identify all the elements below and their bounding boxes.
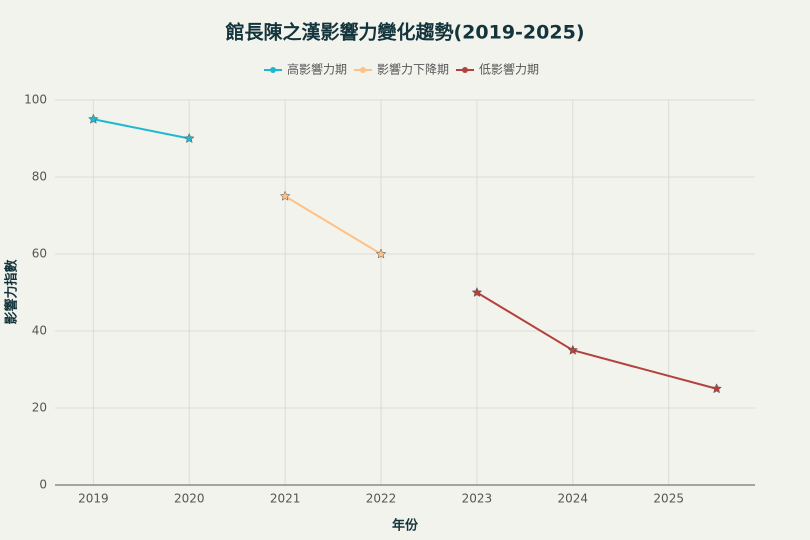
legend-label: 高影響力期 — [287, 62, 347, 77]
point-marker — [567, 344, 579, 355]
x-tick-label: 2024 — [558, 492, 589, 506]
series-line — [476, 291, 717, 390]
legend-marker — [462, 67, 468, 73]
y-tick-label: 0 — [39, 478, 47, 492]
point-marker — [711, 383, 723, 394]
x-tick-label: 2023 — [462, 492, 493, 506]
legend-marker — [360, 67, 366, 73]
x-axis-title: 年份 — [392, 518, 419, 534]
legend-label: 影響力下降期 — [377, 62, 449, 77]
point-marker — [183, 132, 195, 144]
x-tick-label: 2022 — [366, 492, 397, 506]
point-marker — [279, 190, 291, 201]
y-axis-title: 影響力指數 — [4, 259, 20, 324]
y-tick-label: 20 — [32, 401, 47, 415]
series-line — [93, 118, 190, 140]
point-marker — [471, 286, 483, 298]
y-tick-label: 100 — [24, 93, 47, 107]
y-tick-label: 80 — [32, 170, 47, 184]
legend-marker — [270, 67, 276, 73]
legend-label: 低影響力期 — [479, 62, 539, 77]
y-tick-label: 40 — [32, 324, 47, 338]
x-tick-label: 2020 — [174, 492, 205, 506]
x-tick-label: 2019 — [78, 492, 109, 506]
series-line — [284, 195, 382, 255]
point-marker — [87, 113, 99, 124]
x-tick-label: 2021 — [270, 492, 301, 506]
y-tick-label: 60 — [32, 247, 47, 261]
point-marker — [375, 248, 387, 259]
x-tick-label: 2025 — [653, 492, 684, 506]
chart-title: 館長陳之漢影響力變化趨勢(2019-2025) — [225, 21, 584, 44]
